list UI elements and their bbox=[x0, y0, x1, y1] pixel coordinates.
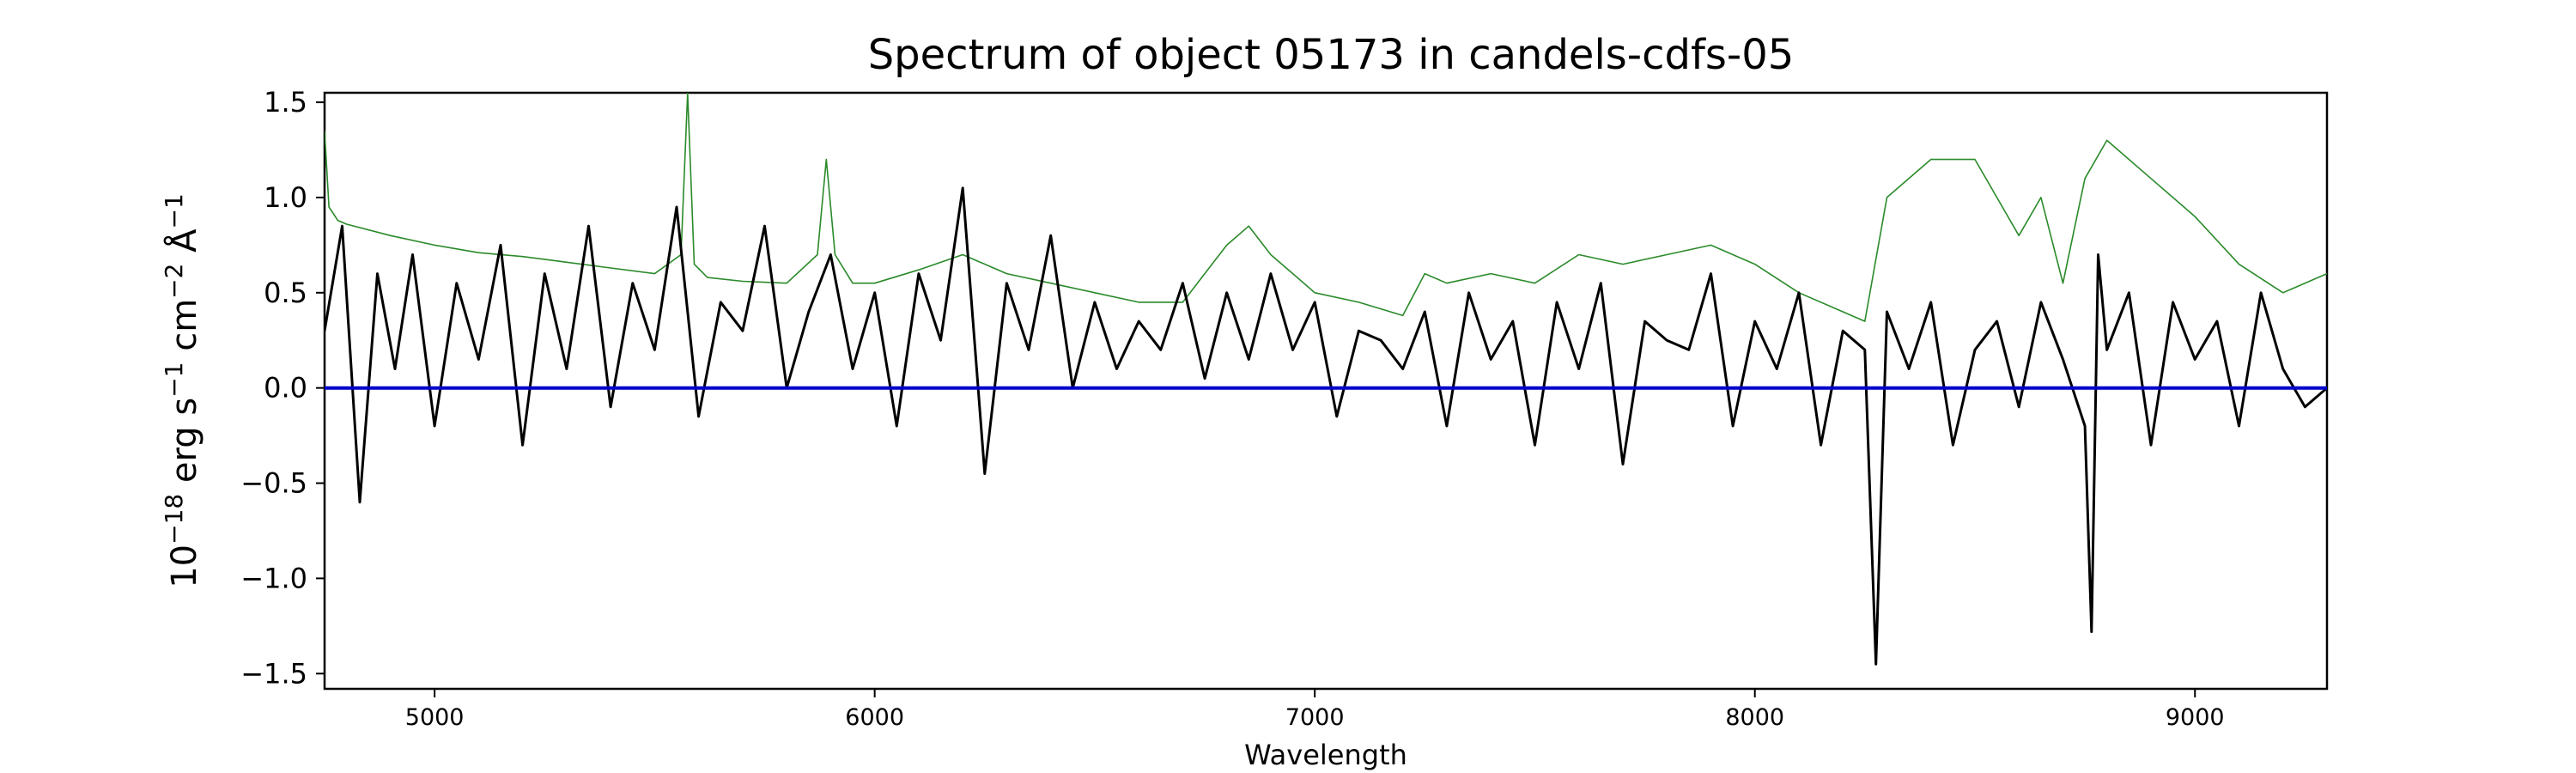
y-tick-label: 1.0 bbox=[264, 181, 307, 214]
y-tick-label: 0.5 bbox=[264, 277, 307, 309]
x-tick-label: 7000 bbox=[1285, 704, 1345, 731]
y-axis-label: 10−18 erg s−1 cm−2 Å−1 bbox=[160, 193, 204, 588]
y-tick-label: 0.0 bbox=[264, 372, 307, 405]
y-label-text3: Å bbox=[163, 228, 204, 264]
flux-series-line bbox=[325, 186, 2327, 666]
y-tick-label: 1.5 bbox=[264, 86, 307, 119]
y-label-exp2: −1 bbox=[160, 362, 188, 398]
chart-title: Spectrum of object 05173 in candels-cdfs… bbox=[868, 31, 1795, 79]
y-axis-ticks: −1.5 −1.0 −0.5 0.0 0.5 1.0 1.5 bbox=[240, 86, 325, 690]
y-tick-label: −1.5 bbox=[240, 657, 307, 690]
y-label-exp3: −2 bbox=[160, 264, 188, 299]
y-label-exp: −18 bbox=[160, 494, 188, 545]
y-label-base: 10 bbox=[165, 545, 204, 588]
x-axis-label: Wavelength bbox=[1244, 739, 1407, 771]
y-tick-label: −1.0 bbox=[240, 562, 307, 594]
x-tick-label: 9000 bbox=[2166, 704, 2225, 731]
y-label-text1: erg s bbox=[165, 398, 204, 494]
noise-series-line bbox=[325, 93, 2327, 322]
series-layer bbox=[325, 93, 2327, 666]
y-label-text2: cm bbox=[165, 299, 204, 362]
plot-area-frame bbox=[323, 91, 2329, 691]
y-label-exp4: −1 bbox=[160, 193, 188, 228]
x-axis-ticks: 5000 6000 7000 8000 9000 bbox=[405, 689, 2225, 731]
x-tick-label: 6000 bbox=[845, 704, 904, 731]
x-tick-label: 8000 bbox=[1725, 704, 1784, 731]
x-tick-label: 5000 bbox=[405, 704, 465, 731]
y-tick-label: −0.5 bbox=[240, 467, 307, 500]
